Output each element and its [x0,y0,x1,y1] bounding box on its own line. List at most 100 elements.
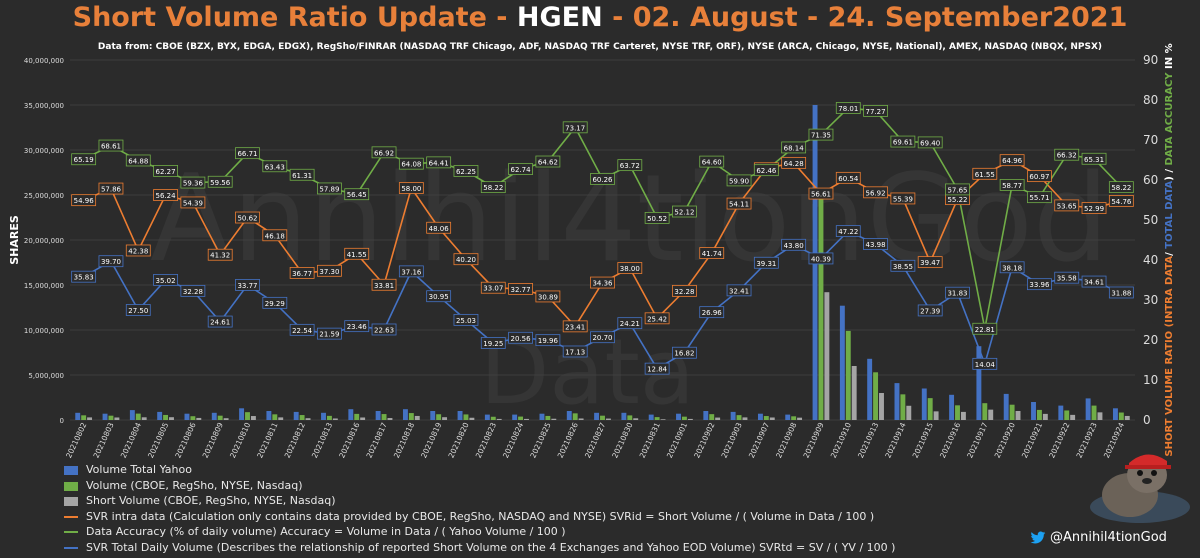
data-label-svr-intra: 37.30 [319,268,339,276]
data-label-svr-intra: 56.92 [866,189,886,197]
chart-subtitle: Data from: CBOE (BZX, BYX, EDGA, EDGX), … [97,42,1103,52]
data-label-box-accuracy [453,165,479,177]
data-label-box-svr-total [617,317,643,330]
bar-short-volume [851,366,857,420]
data-label-box-svr-intra [508,283,533,295]
legend-label: Volume (CBOE, RegSho, NYSE, Nasdaq) [86,478,303,492]
seal-mascot-image [1090,454,1190,523]
bar-short-volume [196,417,202,420]
data-label-box-svr-intra [890,192,916,205]
y-tick-label: 10,000,000 [24,327,64,335]
bar-yahoo-volume [402,409,408,420]
data-label-svr-total: 35.02 [156,277,176,285]
data-label-svr-intra: 57.86 [101,186,122,194]
x-tick-label: 20210804 [119,421,143,460]
title-part2: - 02. August - 24. September2021 [602,2,1128,33]
bar-data-volume [1118,412,1124,420]
data-label-svr-total: 39.31 [756,260,776,268]
y-tick-label: 20,000,000 [24,237,64,245]
data-label-accuracy: 64.41 [429,159,449,167]
bar-yahoo-volume [484,414,490,420]
bar-yahoo-volume [348,409,354,420]
bar-data-volume [299,415,305,420]
x-tick-label: 20210818 [392,421,416,460]
data-label-box-accuracy [699,155,725,168]
bar-data-volume [900,394,906,420]
data-label-svr-intra: 39.47 [920,259,940,267]
data-label-box-svr-intra [262,229,288,242]
data-label-box-svr-intra [1027,170,1052,183]
bar-data-volume [163,414,169,420]
x-tick-label: 20210907 [747,421,771,460]
data-label-svr-total: 35.58 [1057,275,1077,283]
data-label-box-svr-intra [125,244,151,257]
data-label-box-svr-intra [726,197,752,210]
x-tick-label: 20210917 [965,421,989,460]
data-label-box-svr-total [1054,271,1080,284]
data-label-svr-total: 26.96 [702,309,723,317]
x-tick-label: 20210823 [474,421,498,460]
data-label-accuracy: 57.89 [319,185,339,193]
y-tick-label: 35,000,000 [24,102,64,110]
data-label-svr-total: 38.18 [1002,264,1022,272]
data-label-box-svr-total [808,252,834,265]
data-label-box-svr-intra [344,247,370,260]
data-label-accuracy: 66.32 [1057,152,1077,160]
bar-data-volume [627,415,633,420]
data-label-box-svr-total [644,362,670,375]
data-label-box-svr-total [71,270,97,283]
bar-yahoo-volume [648,414,654,420]
bar-short-volume [1097,412,1103,420]
data-label-box-svr-total [699,306,725,319]
data-label-svr-total: 30.95 [429,293,449,301]
data-label-accuracy: 50.52 [647,215,667,223]
bar-yahoo-volume [293,411,299,420]
legend-label: Short Volume (CBOE, RegSho, NYSE, Nasdaq… [86,494,336,507]
bar-data-volume [982,403,988,420]
x-tick-label: 20210902 [692,421,716,460]
data-label-svr-intra: 56.61 [811,191,831,199]
chart-title: Short Volume Ratio Update - HGEN - 02. A… [0,2,1200,33]
data-label-svr-intra: 25.42 [647,315,667,323]
data-label-box-accuracy [644,212,670,224]
data-label-accuracy: 63.43 [265,163,285,171]
data-label-svr-total: 39.70 [101,258,121,266]
bar-short-volume [141,417,147,420]
y-tick-label: 5,000,000 [28,372,64,380]
data-label-box-accuracy [535,155,561,168]
data-label-svr-intra: 64.96 [1002,157,1023,165]
bar-short-volume [797,417,803,420]
y2-axis-title-part: DATA ACCURACY [1164,72,1175,166]
data-label-box-svr-intra [317,264,342,277]
x-tick-label: 20210831 [638,421,662,460]
bar-short-volume [933,411,939,420]
data-label-svr-intra: 34.36 [592,280,613,288]
data-label-box-svr-intra [835,171,861,184]
data-label-box-svr-total [562,345,588,358]
y-tick-label: 40,000,000 [24,57,64,65]
bar-yahoo-volume [921,388,927,420]
data-label-svr-intra: 54.39 [183,199,203,207]
data-label-accuracy: 62.25 [456,168,476,176]
bar-short-volume [879,393,884,420]
y2-tick-label: 10 [1143,373,1158,387]
data-label-svr-intra: 30.89 [538,293,558,301]
data-label-accuracy: 59.56 [210,179,231,187]
bar-short-volume [687,418,693,420]
data-label-box-svr-total [999,261,1025,274]
title-ticker: HGEN [516,2,603,33]
data-label-svr-intra: 46.18 [265,232,285,240]
data-label-box-svr-total [398,265,424,278]
data-label-box-svr-total [753,256,779,269]
data-label-svr-intra: 58.00 [401,185,421,193]
data-label-box-accuracy [917,136,943,149]
data-label-box-accuracy [426,156,452,169]
bar-data-volume [545,415,551,420]
bar-yahoo-volume [594,412,600,420]
bar-yahoo-volume [512,414,518,420]
data-label-svr-total: 20.56 [511,335,532,343]
data-label-accuracy: 65.19 [74,156,94,164]
data-label-svr-total: 31.83 [947,290,967,298]
data-label-svr-total: 19.96 [538,337,559,345]
bar-data-volume [654,417,660,420]
